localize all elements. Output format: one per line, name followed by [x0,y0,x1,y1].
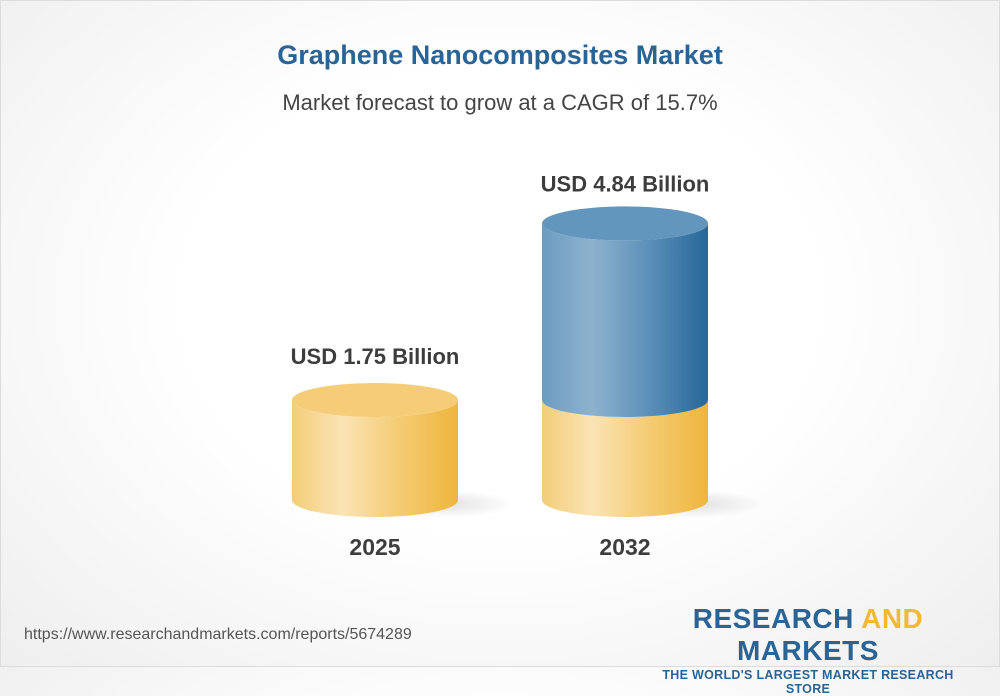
source-url[interactable]: https://www.researchandmarkets.com/repor… [24,626,412,643]
data-label-2032: USD 4.84 Billion [541,171,710,196]
category-label-2025: 2025 [349,534,400,560]
data-label-2025: USD 1.75 Billion [291,344,460,369]
category-label-2032: 2032 [599,534,650,560]
bar-top-2025 [292,383,458,417]
logo-tagline: THE WORLD'S LARGEST MARKET RESEARCH STOR… [662,668,954,696]
bar-base-2025 [292,400,458,517]
bar-top-2032 [542,206,708,241]
chart: USD 1.75 Billion USD 4.84 Billion 2025 2… [291,171,765,560]
logo: RESEARCH AND MARKETS THE WORLD'S LARGEST… [640,603,976,696]
bar-growth-2032 [542,223,708,417]
bar-base-2032 [542,400,708,517]
chart-title: Graphene Nanocomposites Market [277,40,723,70]
chart-subtitle: Market forecast to grow at a CAGR of 15.… [282,90,718,115]
